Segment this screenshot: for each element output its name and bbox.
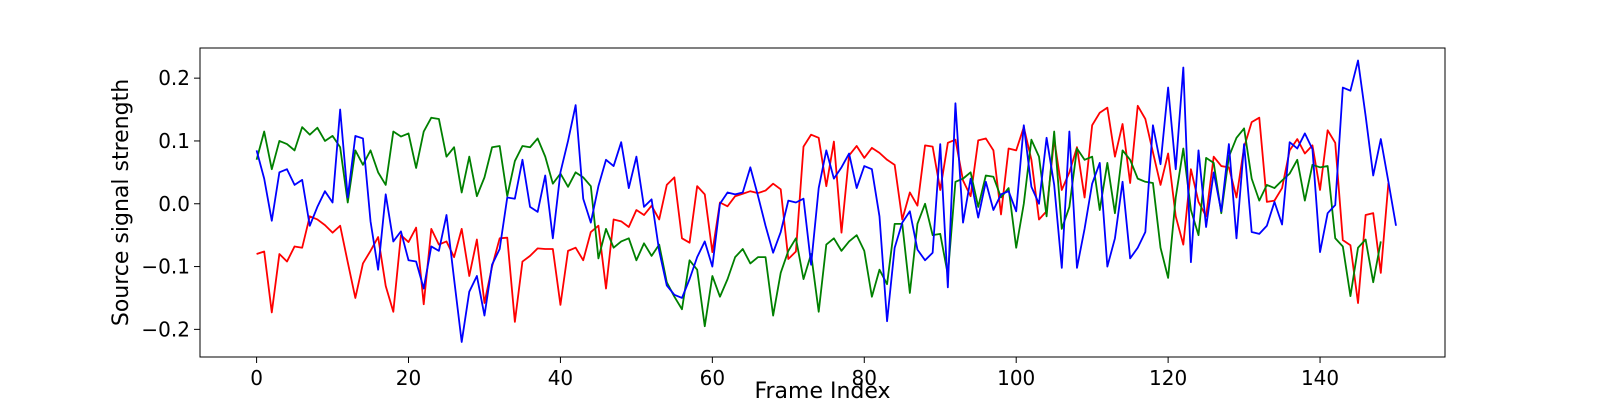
x-tick-label: 80	[852, 366, 877, 390]
y-tick-label: 0.2	[158, 66, 190, 90]
x-tick-label: 20	[396, 366, 421, 390]
x-tick-label: 140	[1301, 366, 1339, 390]
plot-frame	[199, 47, 1446, 358]
x-tick-label: 0	[250, 366, 263, 390]
series-layer	[255, 59, 1397, 343]
y-tick-label: −0.1	[141, 255, 190, 279]
y-tick-label: 0.0	[158, 192, 190, 216]
y-tick-label: −0.2	[141, 317, 190, 341]
series-line-3	[255, 59, 1397, 343]
x-tick-label: 120	[1149, 366, 1187, 390]
y-axis-ticks: −0.2 −0.1 0.0 0.1 0.2	[141, 66, 200, 341]
x-axis-ticks: 0 20 40 60 80 100 120 140	[250, 357, 1339, 390]
x-axis-label: Frame Index	[754, 379, 890, 400]
series-line-1	[256, 104, 1390, 323]
x-tick-label: 40	[548, 366, 573, 390]
y-axis-label: Source signal strength	[109, 79, 134, 326]
y-tick-label: 0.1	[158, 129, 190, 153]
x-tick-label: 60	[700, 366, 725, 390]
x-tick-label: 100	[997, 366, 1035, 390]
